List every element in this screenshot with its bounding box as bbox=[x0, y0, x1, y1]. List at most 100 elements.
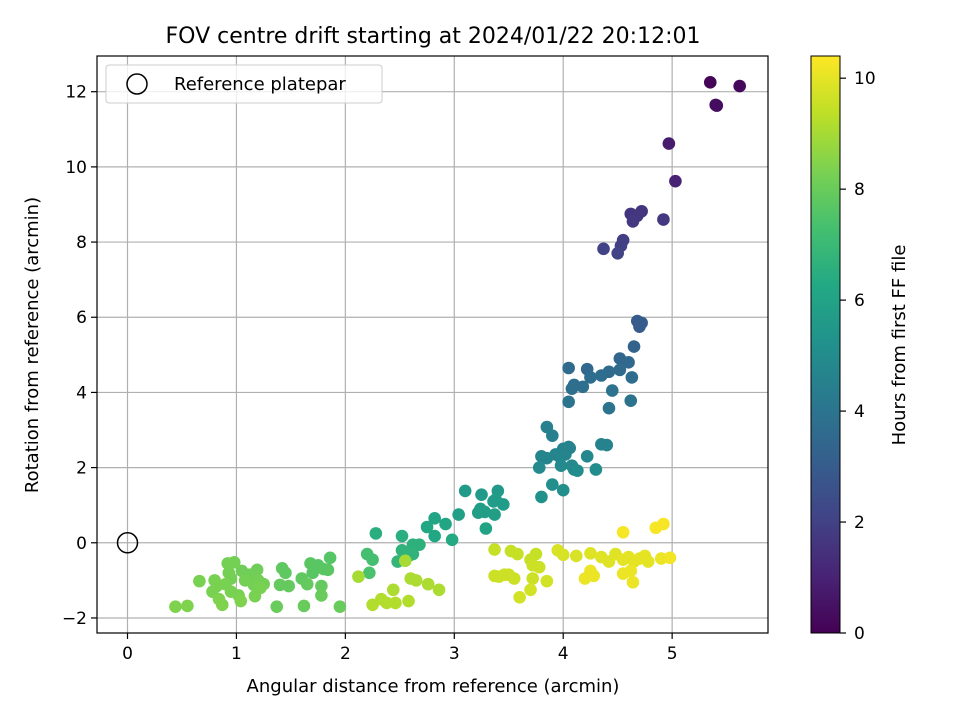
data-point bbox=[471, 506, 485, 520]
data-point bbox=[532, 560, 546, 574]
data-point bbox=[321, 563, 335, 577]
colorbar-tick-label: 10 bbox=[854, 69, 876, 89]
x-axis-label: Angular distance from reference (arcmin) bbox=[247, 676, 620, 697]
data-point bbox=[432, 583, 446, 597]
data-point bbox=[421, 577, 435, 591]
y-tick-label: 10 bbox=[65, 158, 87, 178]
data-point bbox=[562, 361, 575, 375]
legend: Reference platepar bbox=[105, 64, 383, 104]
chart-title: FOV centre drift starting at 2024/01/22 … bbox=[166, 24, 701, 49]
grid-lines bbox=[97, 56, 768, 633]
x-axis-ticks: 0 1 2 3 4 5 bbox=[122, 633, 678, 664]
y-tick-label: 8 bbox=[76, 233, 87, 253]
data-point bbox=[445, 533, 459, 547]
data-point bbox=[315, 579, 328, 593]
data-point bbox=[181, 599, 194, 613]
data-point bbox=[622, 356, 635, 369]
data-point bbox=[580, 450, 594, 463]
y-tick-label: 0 bbox=[76, 534, 87, 554]
reference-circle bbox=[116, 532, 139, 554]
data-point bbox=[657, 213, 670, 226]
data-point bbox=[627, 340, 641, 353]
data-point bbox=[306, 566, 319, 580]
x-tick-label: 5 bbox=[667, 644, 678, 664]
data-point bbox=[413, 538, 426, 551]
x-tick-label: 4 bbox=[558, 644, 569, 664]
y-tick-label: 4 bbox=[76, 383, 87, 403]
data-point bbox=[569, 549, 583, 563]
data-point bbox=[710, 99, 724, 112]
x-tick-label: 1 bbox=[231, 644, 242, 664]
data-point bbox=[535, 490, 548, 504]
data-point bbox=[554, 459, 568, 473]
data-point bbox=[556, 483, 570, 497]
data-point bbox=[420, 520, 434, 534]
x-tick-label: 3 bbox=[449, 644, 460, 664]
data-point bbox=[613, 363, 627, 377]
data-point bbox=[458, 484, 472, 498]
data-point bbox=[597, 242, 610, 256]
data-point bbox=[529, 547, 543, 561]
data-point bbox=[488, 508, 501, 521]
data-point bbox=[366, 553, 379, 567]
data-point bbox=[479, 522, 493, 535]
data-point bbox=[524, 583, 537, 597]
data-point bbox=[662, 137, 676, 150]
data-point bbox=[398, 554, 412, 568]
data-point bbox=[409, 574, 423, 587]
y-tick-label: 2 bbox=[76, 459, 87, 479]
data-point bbox=[565, 382, 579, 395]
data-point bbox=[193, 574, 206, 588]
data-point bbox=[595, 369, 608, 382]
data-point bbox=[402, 594, 415, 608]
data-point bbox=[576, 380, 590, 394]
data-point bbox=[380, 596, 394, 610]
data-point bbox=[475, 488, 488, 501]
data-point bbox=[626, 215, 640, 228]
data-point bbox=[282, 579, 296, 593]
data-point bbox=[366, 598, 379, 612]
data-point bbox=[602, 401, 616, 415]
data-point bbox=[270, 600, 284, 613]
y-axis-ticks: −2 0 2 4 6 8 10 12 bbox=[62, 83, 97, 629]
colorbar-tick-label: 0 bbox=[854, 624, 865, 644]
data-point bbox=[234, 594, 248, 608]
data-point bbox=[571, 464, 584, 477]
data-point bbox=[439, 517, 452, 531]
legend-reference-marker bbox=[126, 73, 148, 95]
data-point bbox=[488, 543, 501, 556]
data-point bbox=[616, 525, 630, 539]
data-point bbox=[540, 451, 554, 465]
plot-frame bbox=[96, 55, 769, 634]
data-point bbox=[626, 575, 640, 589]
data-point bbox=[624, 394, 638, 407]
data-point bbox=[605, 384, 619, 397]
data-point bbox=[611, 247, 624, 260]
y-tick-label: 6 bbox=[76, 308, 87, 328]
data-point bbox=[369, 527, 383, 540]
data-point bbox=[584, 547, 597, 560]
data-point bbox=[587, 569, 601, 583]
legend-box bbox=[105, 64, 383, 104]
data-point bbox=[657, 517, 670, 531]
data-point bbox=[363, 566, 376, 580]
data-point bbox=[546, 478, 559, 491]
data-point bbox=[625, 371, 639, 384]
data-point bbox=[352, 570, 365, 583]
data-point bbox=[279, 566, 292, 580]
data-point bbox=[663, 551, 677, 565]
x-tick-label: 0 bbox=[122, 644, 133, 664]
data-point bbox=[600, 438, 614, 452]
colorbar-tick-label: 8 bbox=[854, 180, 865, 200]
x-tick-label: 2 bbox=[340, 644, 351, 664]
colorbar-ticks: 0 2 4 6 8 10 bbox=[840, 69, 876, 644]
data-point bbox=[633, 320, 646, 333]
data-point bbox=[669, 174, 682, 188]
data-point bbox=[733, 79, 746, 93]
data-point bbox=[395, 529, 409, 543]
data-point bbox=[532, 461, 546, 474]
data-point bbox=[641, 555, 655, 568]
data-point bbox=[323, 551, 337, 565]
